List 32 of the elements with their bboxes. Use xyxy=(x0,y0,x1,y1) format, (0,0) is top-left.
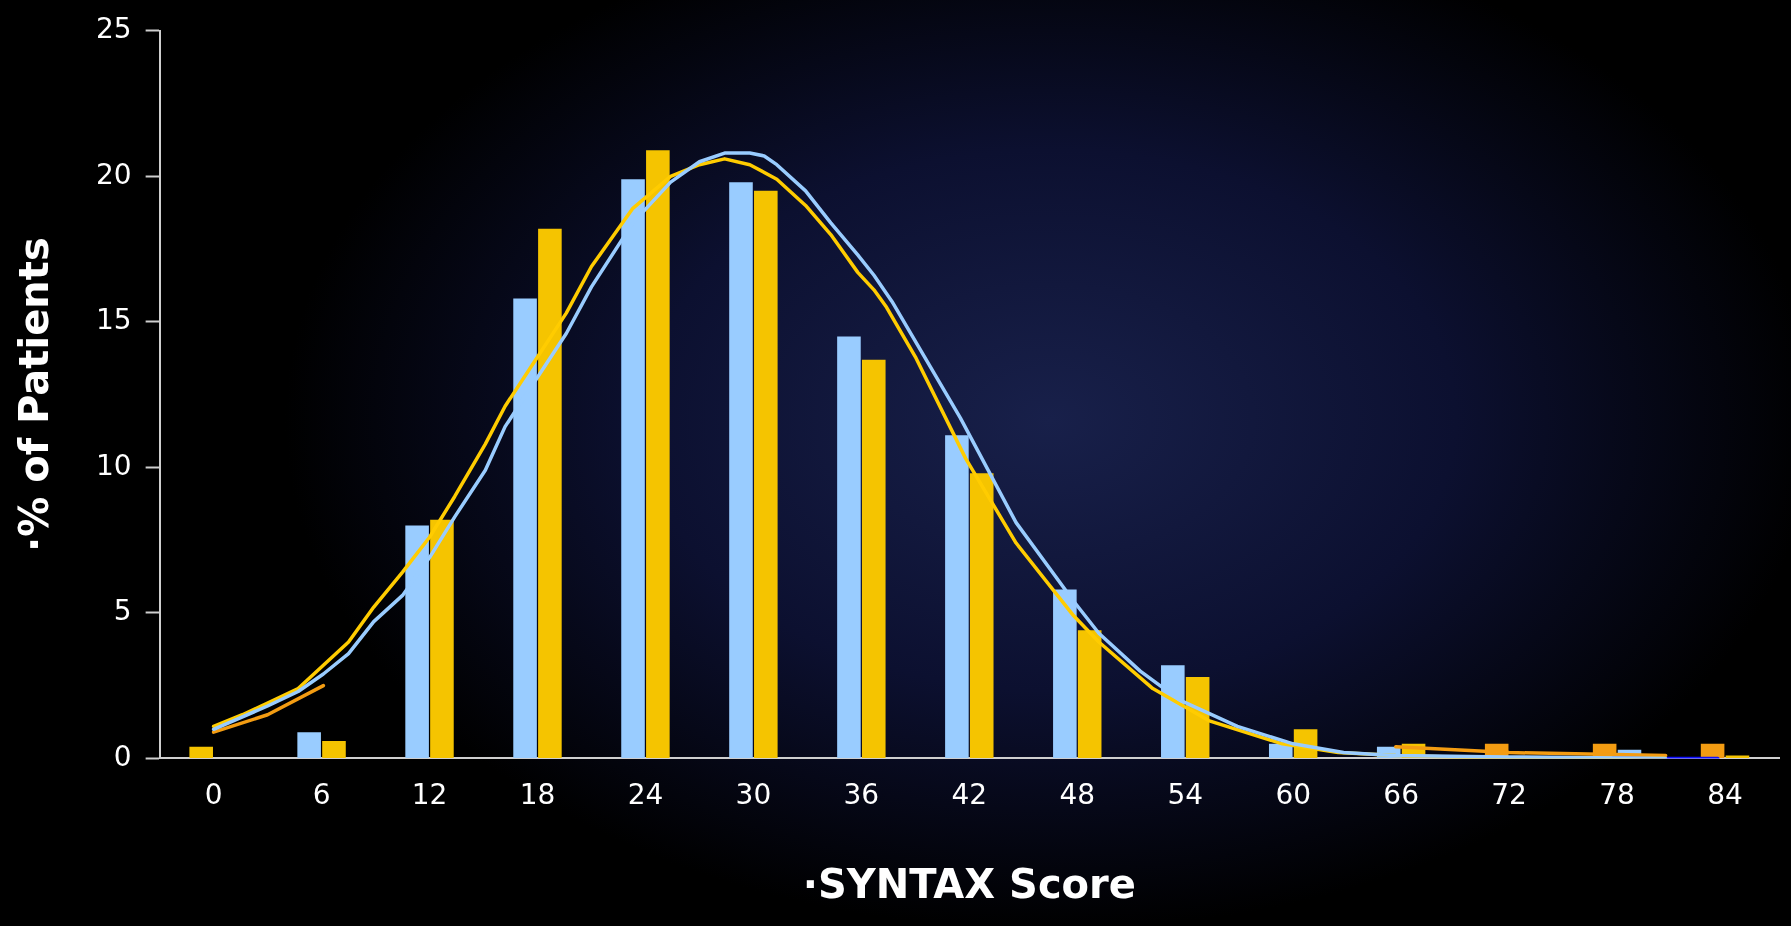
x-tick-label: 48 xyxy=(1059,778,1096,812)
x-tick-label: 12 xyxy=(411,778,448,812)
x-axis-title: ·SYNTAX Score xyxy=(802,861,1136,908)
x-tick-label: 60 xyxy=(1275,778,1312,812)
x-tick-label: 66 xyxy=(1383,778,1419,812)
y-tick-label: 15 xyxy=(95,303,132,337)
x-tick-label: 42 xyxy=(951,778,988,812)
x-tick-label: 24 xyxy=(627,778,664,812)
y-tick-label: 25 xyxy=(95,12,132,46)
x-tick-label: 78 xyxy=(1599,778,1635,812)
y-tick-label: 10 xyxy=(95,448,132,482)
x-tick-label: 36 xyxy=(843,778,880,812)
bar xyxy=(322,740,346,758)
y-tick-label: 5 xyxy=(113,594,132,628)
x-tick-label: 6 xyxy=(312,778,331,812)
x-tick-label: 72 xyxy=(1491,778,1527,812)
bar xyxy=(861,359,886,758)
x-tick-label: 30 xyxy=(735,778,772,812)
y-axis-title: ·% of Patients xyxy=(11,237,58,552)
bar xyxy=(1725,755,1750,758)
bar xyxy=(1700,743,1725,758)
bar xyxy=(297,732,321,758)
y-tick-label: 20 xyxy=(95,157,132,191)
bar xyxy=(837,336,861,758)
x-tick-label: 0 xyxy=(204,778,223,812)
x-tick-label: 18 xyxy=(519,778,556,812)
bar xyxy=(729,182,753,758)
bar xyxy=(754,190,778,758)
x-tick-label: 84 xyxy=(1707,778,1743,812)
bar xyxy=(1268,743,1293,758)
x-tick-label: 54 xyxy=(1167,778,1204,812)
y-tick-label: 0 xyxy=(113,739,132,773)
